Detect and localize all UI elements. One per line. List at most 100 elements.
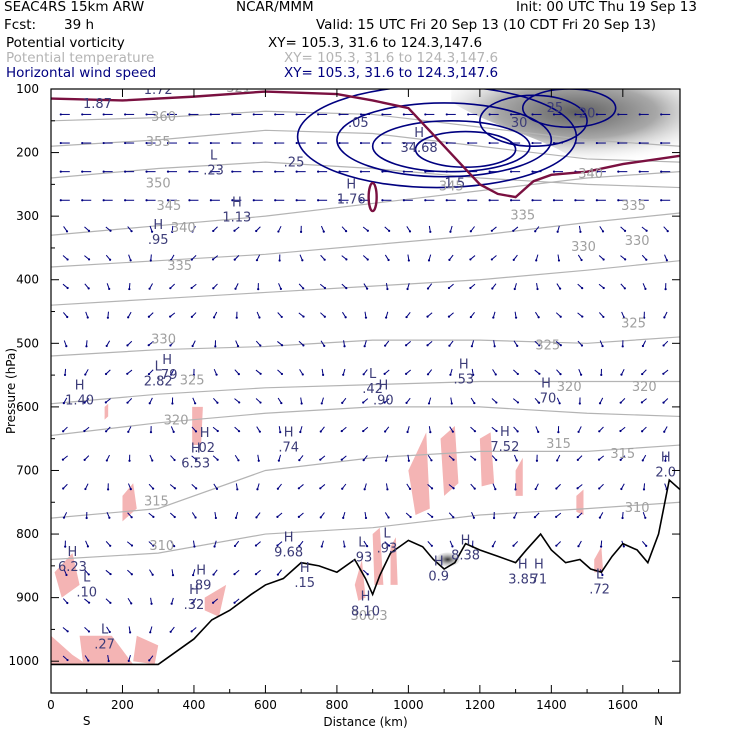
wind-arrow-head [338,113,341,116]
wind-arrow-head [467,141,470,145]
wind-arrow-head [319,458,322,461]
wind-arrow-head [641,372,644,376]
wind-arrow-head [513,287,516,291]
wind-arrow-head [641,459,644,462]
wind-arrow-head [660,199,663,202]
wind-label: 1.72 [144,83,173,98]
y-tick-label: 900 [16,591,39,605]
high-marker: H [200,426,210,441]
theta-label: 340 [578,167,603,182]
wind-arrow-head [215,373,218,376]
wind-arrow-head [302,315,305,318]
wind-arrow-head [366,545,369,548]
wind-arrow-head [537,401,541,404]
wind-arrow-head [638,199,641,202]
wind-arrow-head [359,113,363,116]
wind-arrow-head [424,199,427,202]
wind-arrow-head [298,459,301,462]
high-marker: H [300,561,310,576]
low-marker: L [210,148,218,163]
wind-arrow-head [216,429,219,433]
wind-arrow-head [660,113,663,116]
wind-arrow-head [431,515,434,518]
wind-arrow-head [59,199,62,202]
wind-arrow-head [552,113,556,116]
wind-arrow-head [259,344,262,347]
wind-arrow-head [343,545,346,548]
wind-arrow-head [188,141,191,145]
wind-arrow-head [319,516,322,519]
theta-contour-0 [51,171,680,236]
wind-contour-3 [414,130,517,169]
wind-arrow-head [623,287,626,290]
wind-arrow-head [510,199,513,202]
wind-arrow-head [404,372,408,375]
wind-arrow-head [62,516,66,519]
wind-arrow-head [192,573,195,577]
wind-arrow-head [558,287,562,290]
wind-arrow-head [190,315,193,318]
wind-arrow-head [557,431,560,434]
wind-arrow-head [388,544,391,547]
wind-arrow-head [534,487,537,491]
wind-arrow-head [429,230,432,233]
wind-arrow-head [109,544,112,547]
theta-label: 325 [180,374,205,389]
wind-label: 25 [547,101,564,116]
wind-arrow-head [406,430,409,434]
wind-arrow-head [150,602,153,605]
y-tick-label: 600 [16,400,39,414]
wind-arrow-head [381,113,384,116]
wind-arrow-head [252,199,255,202]
theta-label: 315 [610,447,635,462]
wind-arrow-head [516,344,519,347]
wind-arrow-head [87,630,91,633]
wind-arrow-head [234,516,238,519]
wind-arrow-head [621,516,624,520]
wind-arrow-head [362,373,365,376]
extremum-value: 9.68 [274,545,303,560]
wind-arrow-head [576,515,579,519]
wind-arrow-head [212,229,215,233]
extremum-value: .53 [453,372,474,387]
wind-arrow-head [402,141,405,145]
wind-arrow-head [533,516,537,519]
extremum-value: 1.40 [65,393,94,408]
wind-arrow-head [237,459,240,462]
wind-arrow-head [166,141,170,145]
wind-arrow-head [622,545,625,548]
wind-arrow-head [149,259,152,262]
wind-arrow-head [408,487,412,490]
wind-arrow-head [212,316,216,319]
wind-arrow-head [66,601,69,605]
pv-fill-10 [479,432,495,487]
high-marker: H [162,353,172,368]
extremum-value: 1.13 [222,210,251,225]
wind-arrow-head [276,573,279,576]
wind-arrow-head [344,316,347,319]
wind-arrow-head [424,141,427,145]
wind-arrow-head [362,459,365,462]
wind-arrow-head [170,602,173,605]
wind-arrow-head [124,199,127,202]
theta-label: 300.3 [350,609,387,624]
wind-arrow-head [452,516,455,519]
wind-arrow-head [81,199,84,202]
wind-arrow-head [148,287,151,290]
wind-arrow-head [644,516,647,519]
wind-arrow-head [319,430,322,433]
wind-arrow-head [363,345,366,348]
pv-fill-0 [51,635,87,665]
wind-arrow-head [450,402,453,405]
wind-arrow-head [538,344,541,347]
extremum-value: .42 [362,382,383,397]
y-tick-label: 800 [16,527,39,541]
high-marker: H [284,530,294,545]
field-wind-xy: XY= 105.3, 31.6 to 124.3,147.6 [284,65,499,81]
wind-arrow-head [274,170,277,173]
wind-arrow-head [166,113,170,116]
wind-arrow-head [445,170,448,173]
wind-label: 1.87 [83,97,112,112]
init-time: Init: 00 UTC Thu 19 Sep 13 [516,0,697,15]
theta-label: 345 [157,199,182,214]
